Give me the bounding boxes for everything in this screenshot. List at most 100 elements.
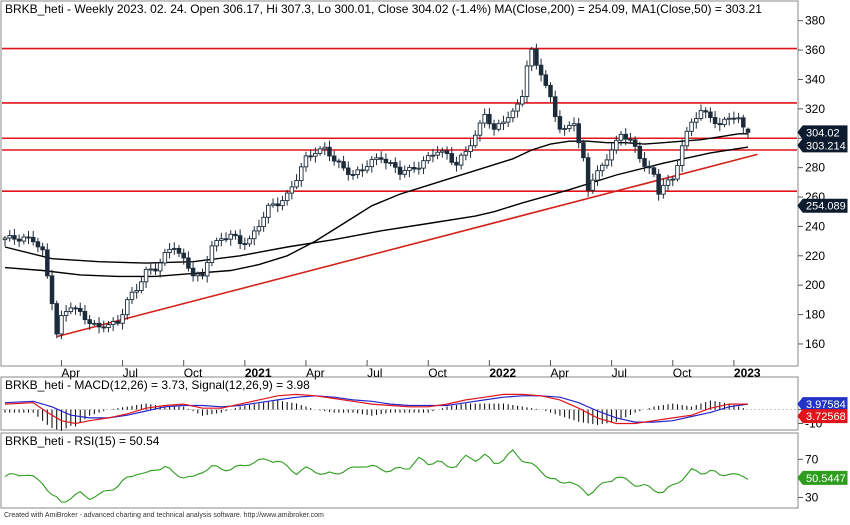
candle-body-85 — [402, 170, 407, 175]
price-tick-label-360: 360 — [805, 43, 825, 57]
candle-body-15 — [73, 307, 78, 310]
candle-body-26 — [125, 299, 130, 316]
candle-body-107 — [505, 117, 511, 123]
candle-body-36 — [172, 247, 177, 250]
candle-body-100 — [473, 134, 478, 147]
candle-body-21 — [101, 326, 107, 329]
candle-body-104 — [491, 123, 497, 130]
candle-body-67 — [317, 148, 323, 154]
candle-body-73 — [346, 167, 351, 175]
candle-body-155 — [731, 117, 737, 120]
price-x-axis: Apr Jul Oct 2021 Apr Jul Oct 2022 Apr Jul Oct 2023 — [60, 360, 761, 380]
candle-body-63 — [299, 166, 304, 181]
candle-body-27 — [129, 291, 135, 301]
x-tick-label-9: Jul — [612, 366, 627, 380]
candle-body-88 — [416, 167, 422, 170]
candle-body-106 — [501, 121, 506, 125]
candle-body-28 — [134, 290, 139, 293]
candle-body-102 — [482, 113, 487, 124]
candle-body-54 — [256, 226, 262, 232]
candle-body-45 — [214, 240, 219, 247]
macd-tag-signal-bg — [797, 397, 848, 412]
x-tick-label-11: 2023 — [734, 366, 761, 380]
macd-title: BRKB_heti - MACD(12,26) = 3.73, Signal(1… — [5, 378, 310, 392]
candle-body-128 — [604, 159, 610, 166]
candle-body-119 — [562, 128, 567, 131]
candle-body-154 — [726, 117, 732, 120]
candle-body-113 — [534, 48, 539, 66]
x-tick-label-1: Jul — [123, 366, 138, 380]
candle-body-135 — [637, 145, 643, 160]
candle-body-138 — [651, 167, 657, 175]
resistance-lines — [2, 47, 797, 338]
candle-body-115 — [543, 74, 549, 86]
candle-body-91 — [430, 154, 436, 157]
candle-body-93 — [440, 150, 445, 153]
candle-body-51 — [242, 243, 248, 246]
candle-body-156 — [736, 117, 741, 120]
candle-body-43 — [204, 262, 210, 277]
candle-body-72 — [341, 161, 346, 169]
candle-body-61 — [289, 186, 295, 194]
x-tick-label-4: Apr — [306, 366, 325, 380]
x-tick-label-5: Jul — [367, 366, 382, 380]
candle-body-127 — [599, 164, 605, 172]
price-tag-0-bg — [797, 125, 848, 140]
candle-body-118 — [557, 116, 563, 130]
price-tick-label-160: 160 — [805, 337, 825, 351]
candle-body-151 — [712, 117, 718, 125]
x-tick-label-0: Apr — [61, 366, 80, 380]
candle-body-146 — [689, 121, 694, 132]
candle-body-13 — [63, 311, 69, 316]
candle-body-108 — [510, 110, 516, 119]
candle-body-20 — [96, 322, 102, 328]
macd-line — [4, 393, 748, 425]
candle-body-17 — [82, 311, 88, 321]
candle-body-66 — [313, 152, 318, 157]
x-tick-label-10: Oct — [673, 366, 692, 380]
candle-body-97 — [458, 154, 464, 166]
candle-body-59 — [280, 200, 285, 207]
candle-body-74 — [350, 174, 356, 176]
candle-body-114 — [538, 64, 544, 76]
candle-body-92 — [435, 151, 440, 156]
price-tag-2-label: 254.089 — [806, 201, 846, 213]
candle-body-130 — [614, 139, 619, 151]
candlesticks — [2, 43, 751, 340]
candle-body-40 — [190, 267, 196, 277]
candle-body-137 — [646, 165, 652, 169]
candle-body-134 — [632, 139, 638, 147]
candle-body-80 — [378, 157, 384, 160]
candle-body-99 — [468, 145, 473, 153]
candle-body-25 — [120, 314, 125, 324]
x-tick-label-7: 2022 — [489, 366, 516, 380]
candle-body-48 — [228, 233, 233, 240]
candle-body-55 — [261, 216, 266, 228]
candle-body-33 — [157, 262, 163, 272]
candle-body-82 — [388, 162, 393, 165]
candle-body-58 — [275, 203, 280, 207]
candle-body-122 — [576, 123, 581, 144]
price-tick-label-280: 280 — [805, 161, 825, 175]
price-tick-label-380: 380 — [805, 14, 825, 28]
candle-body-69 — [327, 146, 332, 157]
candle-body-12 — [59, 315, 64, 335]
candle-body-116 — [548, 84, 553, 98]
candle-body-53 — [251, 230, 257, 240]
candle-body-31 — [148, 268, 154, 271]
candle-body-117 — [552, 96, 558, 118]
rsi-value-tags: 50.5447 — [797, 470, 848, 485]
candle-body-129 — [609, 149, 614, 161]
candle-body-19 — [92, 322, 97, 325]
candle-body-79 — [374, 157, 379, 161]
candle-body-0 — [2, 237, 8, 241]
rsi-tag-label: 50.5447 — [806, 473, 846, 485]
candle-body-124 — [585, 157, 591, 191]
candle-body-32 — [153, 268, 158, 272]
candle-body-86 — [407, 166, 412, 172]
candle-body-14 — [68, 307, 74, 313]
candle-body-8 — [40, 246, 45, 251]
candle-body-2 — [12, 235, 17, 240]
